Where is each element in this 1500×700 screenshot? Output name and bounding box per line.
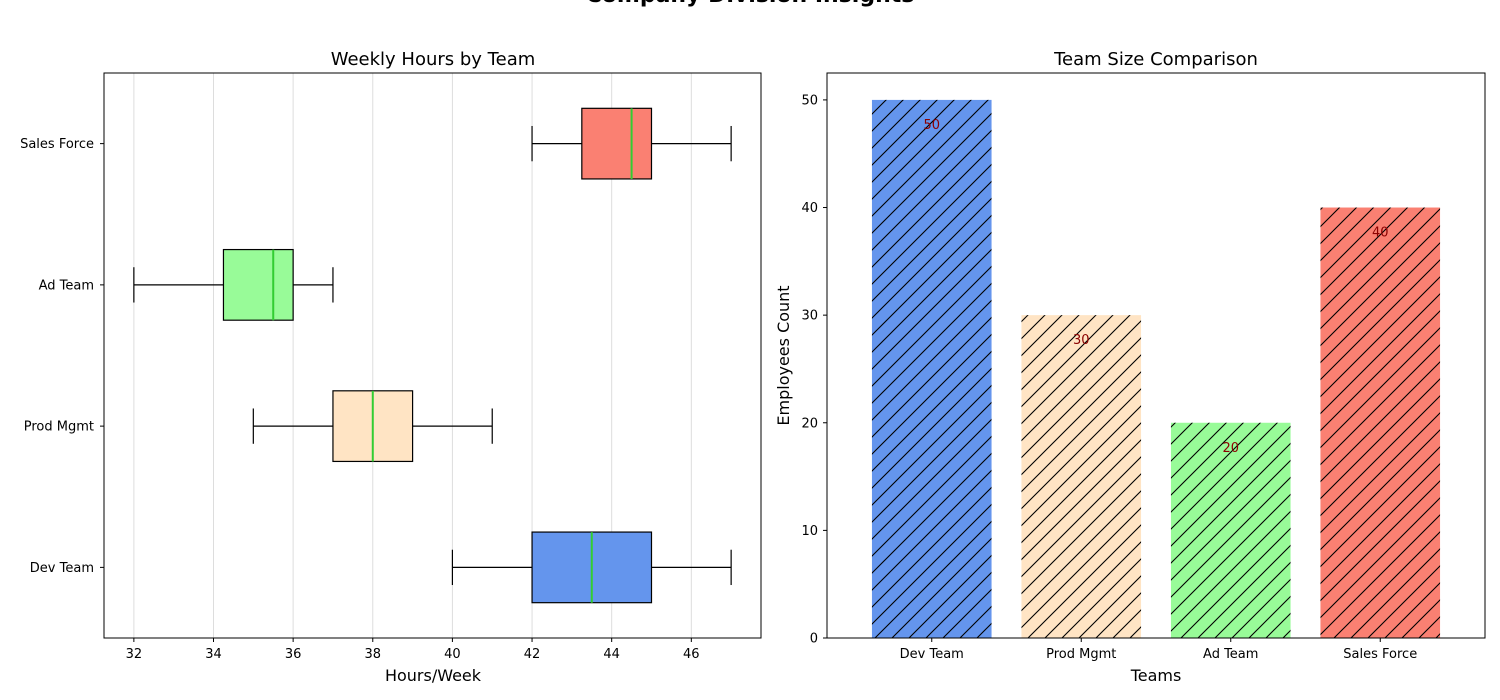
boxplot-x-ticks: 32 34 36 38 40 42 44 46 xyxy=(126,638,700,662)
x-tick-label: Dev Team xyxy=(900,647,964,662)
bar-title: Team Size Comparison xyxy=(1053,49,1258,70)
box-prod-mgmt xyxy=(252,390,493,463)
x-tick-label: Sales Force xyxy=(1343,647,1417,662)
data-label: 20 xyxy=(1222,441,1239,456)
x-tick-label: 40 xyxy=(444,647,461,662)
figure-title: Company Division Insights xyxy=(586,0,915,8)
bar-marks xyxy=(871,99,1441,638)
bar-y-label: Employees Count xyxy=(774,285,793,425)
bar-x-label: Teams xyxy=(1130,666,1182,685)
boxplot-panel: Weekly Hours by Team 32 34 36 38 40 42 44 46 De… xyxy=(20,49,762,685)
x-tick-label: 42 xyxy=(524,647,541,662)
x-tick-label: 46 xyxy=(683,647,700,662)
boxplot-marks xyxy=(133,107,732,604)
x-tick-label: 34 xyxy=(205,647,222,662)
bar-x-ticks: Dev Team Prod Mgmt Ad Team Sales Force xyxy=(900,638,1417,662)
box-sales-force xyxy=(531,107,732,180)
bar-data-labels: 50 30 20 40 xyxy=(923,118,1388,456)
x-tick-label: 32 xyxy=(126,647,143,662)
x-tick-label: 44 xyxy=(603,647,620,662)
bar-sales-force-hatch xyxy=(1320,207,1441,638)
boxplot-title: Weekly Hours by Team xyxy=(331,49,536,70)
y-tick-label: Sales Force xyxy=(20,137,94,152)
bar-ad-team-hatch xyxy=(1170,422,1291,638)
y-tick-label: Dev Team xyxy=(30,561,94,576)
bar-prod-mgmt-hatch xyxy=(1021,315,1142,638)
box-dev-team xyxy=(451,531,732,604)
bar-dev-team-hatch xyxy=(871,99,992,638)
box-ad-team xyxy=(133,248,334,321)
data-label: 50 xyxy=(923,118,940,133)
data-label: 40 xyxy=(1372,226,1389,241)
y-tick-label: 50 xyxy=(801,93,818,108)
y-tick-label: 40 xyxy=(801,201,818,216)
y-tick-label: Ad Team xyxy=(39,278,94,293)
y-tick-label: 20 xyxy=(801,416,818,431)
bar-panel: Team Size Comparison 0 10 20 30 40 50 Dev Tea… xyxy=(774,49,1486,685)
box-body xyxy=(222,248,294,321)
bar-frame xyxy=(826,72,1486,639)
data-label: 30 xyxy=(1073,333,1090,348)
bar-y-ticks: 0 10 20 30 40 50 xyxy=(801,93,827,647)
x-tick-label: 36 xyxy=(285,647,302,662)
boxplot-frame xyxy=(103,72,762,639)
y-tick-label: 30 xyxy=(801,309,818,324)
box-body xyxy=(581,107,653,180)
x-tick-label: 38 xyxy=(364,647,381,662)
y-tick-label: 10 xyxy=(801,524,818,539)
y-tick-label: 0 xyxy=(810,632,818,647)
boxplot-y-ticks: Dev Team Prod Mgmt Ad Team Sales Force xyxy=(20,137,104,576)
y-tick-label: Prod Mgmt xyxy=(24,420,94,435)
boxplot-x-label: Hours/Week xyxy=(385,666,482,685)
x-tick-label: Ad Team xyxy=(1203,647,1258,662)
x-tick-label: Prod Mgmt xyxy=(1046,647,1116,662)
